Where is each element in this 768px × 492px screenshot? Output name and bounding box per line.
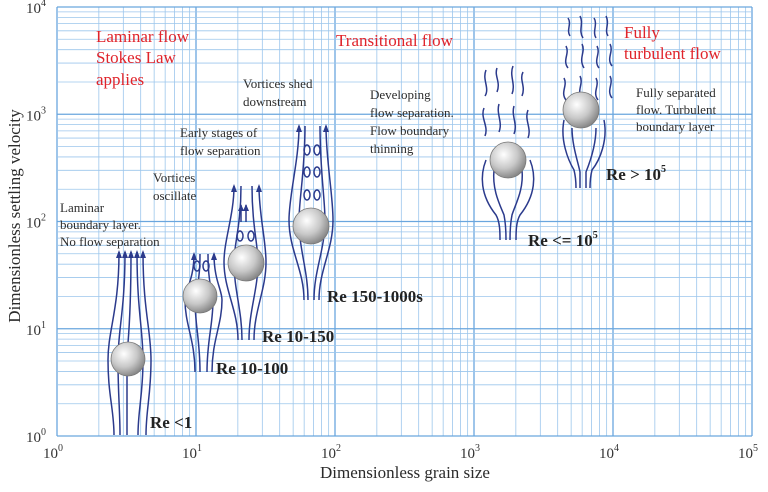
x-tick-labels: 100 101 102 103 104 105 <box>43 443 758 462</box>
svg-text:Flow boundary: Flow boundary <box>370 123 450 138</box>
regime-laminar-line1: Laminar flow <box>96 27 190 46</box>
x-tick-label: 103 <box>460 443 480 462</box>
svg-text:flow separation.: flow separation. <box>370 105 454 120</box>
log-grid <box>56 6 753 437</box>
svg-text:oscillate: oscillate <box>153 188 197 203</box>
svg-text:flow. Turbulent: flow. Turbulent <box>636 102 716 117</box>
y-tick-label: 101 <box>26 320 46 339</box>
svg-text:No flow separation: No flow separation <box>60 234 160 249</box>
svg-text:boundary layer.: boundary layer. <box>60 217 141 232</box>
svg-text:Fully separated: Fully separated <box>636 85 716 100</box>
regime-laminar-line3: applies <box>96 70 144 89</box>
svg-text:boundary layer: boundary layer <box>636 119 715 134</box>
annotation-vortices-shed: Vortices shed downstream <box>243 76 313 109</box>
regime-transitional: Transitional flow <box>336 31 454 50</box>
flow-sphere-developing <box>481 65 535 241</box>
annotation-developing-separation: Developing flow separation. Flow boundar… <box>370 87 454 156</box>
re-label-10-150: Re 10-150 <box>262 327 334 346</box>
flow-sphere-laminar <box>107 250 152 436</box>
re-label-10-100: Re 10-100 <box>216 359 288 378</box>
y-tick-label: 100 <box>26 427 46 446</box>
svg-text:downstream: downstream <box>243 94 307 109</box>
y-tick-labels: 100 101 102 103 104 <box>26 0 46 446</box>
re-label-gt-1e5: Re > 105 <box>606 164 666 184</box>
svg-text:flow separation: flow separation <box>180 143 261 158</box>
svg-text:thinning: thinning <box>370 141 414 156</box>
svg-text:Developing: Developing <box>370 87 431 102</box>
regime-turbulent-line1: Fully <box>624 23 660 42</box>
regime-turbulent-line2: turbulent flow <box>624 44 722 63</box>
y-tick-label: 104 <box>26 0 46 17</box>
flow-sphere-fully-separated <box>562 15 613 189</box>
x-tick-label: 100 <box>43 443 63 462</box>
flow-sphere-early-separation <box>223 184 267 341</box>
x-tick-label: 105 <box>738 443 758 462</box>
regime-laminar-line2: Stokes Law <box>96 48 177 67</box>
flow-sphere-oscillate <box>182 252 223 373</box>
annotation-early-separation: Early stages of flow separation <box>180 125 261 158</box>
annotation-laminar-boundary: Laminar boundary layer. No flow separati… <box>60 200 160 249</box>
re-label-150-1000: Re 150-1000s <box>327 287 423 306</box>
svg-text:Laminar: Laminar <box>60 200 105 215</box>
y-tick-label: 103 <box>26 105 46 124</box>
flow-sphere-vortices-shed <box>288 124 334 301</box>
svg-text:Early stages of: Early stages of <box>180 125 258 140</box>
x-tick-label: 102 <box>321 443 341 462</box>
x-tick-label: 101 <box>182 443 202 462</box>
annotation-fully-separated: Fully separated flow. Turbulent boundary… <box>636 85 716 134</box>
x-axis-label: Dimensionless grain size <box>320 463 490 482</box>
svg-text:Vortices: Vortices <box>153 170 195 185</box>
re-label-lt1: Re <1 <box>150 413 192 432</box>
re-label-le-1e5: Re <= 105 <box>528 230 598 250</box>
svg-text:Vortices shed: Vortices shed <box>243 76 313 91</box>
x-tick-label: 104 <box>599 443 619 462</box>
y-axis-label: Dimensionless settling velocity <box>5 109 24 323</box>
annotation-vortices-oscillate: Vortices oscillate <box>153 170 197 203</box>
y-tick-label: 102 <box>26 213 46 232</box>
